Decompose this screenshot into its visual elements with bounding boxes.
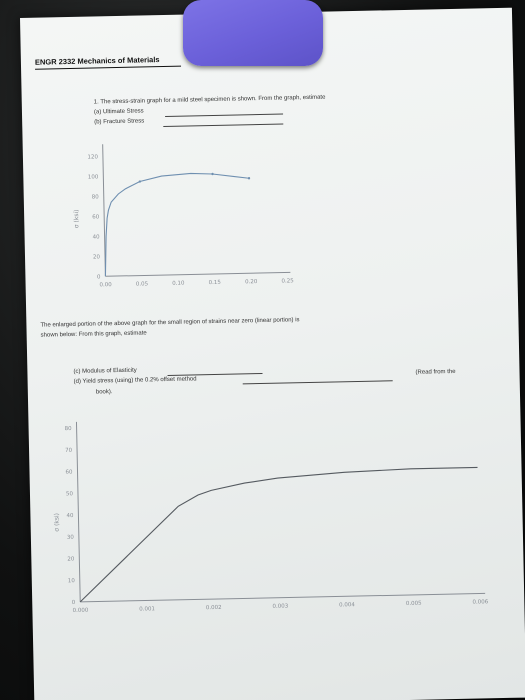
chart1-x-tick-label: 0.15 bbox=[209, 280, 222, 286]
question-a-label: (a) Ultimate Stress bbox=[93, 108, 144, 116]
course-header: ENGR 2332 Mechanics of Materials bbox=[34, 55, 160, 67]
chart2-series-line bbox=[79, 466, 478, 603]
chart1-y-tick-label: 60 bbox=[92, 214, 100, 220]
question-d-note-2: book). bbox=[95, 389, 113, 396]
worksheet-paper: ENGR 2332 Mechanics of Materials 1. The … bbox=[20, 7, 525, 700]
chart2-x-tick-label: 0.002 bbox=[206, 605, 222, 611]
stress-strain-chart-enlarged: 0 10 20 30 40 50 60 70 80 0.000 0.001 0.002 0.003 0.… bbox=[53, 421, 489, 614]
chart1-axes bbox=[102, 144, 291, 277]
question-c-answer-line bbox=[167, 372, 263, 376]
chart1-x-tick-label: 0.00 bbox=[99, 282, 112, 288]
chart2-y-tick-label: 10 bbox=[68, 578, 76, 584]
chart2-axes bbox=[75, 421, 486, 603]
enlarged-text-line-1: The enlarged portion of the above graph … bbox=[40, 317, 300, 329]
chart1-data-point bbox=[247, 177, 251, 180]
chart1-x-tick-label: 0.05 bbox=[136, 281, 149, 287]
question-b-label: (b) Fracture Stress bbox=[94, 118, 145, 126]
chart1-x-tick-label: 0.25 bbox=[281, 278, 294, 284]
chart1-y-tick-label: 120 bbox=[87, 154, 98, 160]
chart1-y-tick-label: 40 bbox=[93, 234, 101, 240]
question-d-answer-line bbox=[242, 380, 393, 385]
question-a-answer-line bbox=[165, 113, 284, 117]
question-b-answer-line bbox=[163, 123, 284, 128]
chart2-y-axis-label: σ (ksi) bbox=[53, 513, 60, 532]
chart1-data-point bbox=[211, 172, 214, 176]
chart2-x-tick-label: 0.001 bbox=[139, 606, 155, 612]
stress-strain-chart-full: 0 20 40 60 80 100 120 0.00 0.05 0.10 0.15 0.20 0.25… bbox=[73, 144, 294, 288]
chart1-y-tick-label: 80 bbox=[92, 194, 100, 200]
chart1-data-point bbox=[138, 180, 142, 183]
chart1-y-tick-label: 100 bbox=[88, 174, 99, 180]
chart2-y-tick-label: 40 bbox=[66, 513, 74, 519]
chart2-y-tick-label: 70 bbox=[65, 448, 73, 454]
chart1-y-axis-label: σ (ksi) bbox=[73, 209, 80, 228]
question-d-note: (Read from the bbox=[415, 368, 456, 376]
chart2-y-tick-label: 50 bbox=[66, 491, 74, 497]
chart1-x-tick-label: 0.10 bbox=[172, 281, 185, 287]
question-c-label: (c) Modulus of Elasticity bbox=[73, 367, 137, 375]
chart2-x-tick-label: 0.005 bbox=[406, 601, 422, 607]
chart1-y-tick-label: 20 bbox=[93, 254, 101, 260]
chart2-x-tick-label: 0.003 bbox=[272, 604, 288, 610]
chart2-x-tick-label: 0.004 bbox=[339, 602, 355, 608]
chart1-x-tick-label: 0.20 bbox=[245, 279, 258, 285]
chart2-y-tick-label: 20 bbox=[67, 556, 75, 562]
chart2-x-tick-label: 0.006 bbox=[472, 599, 488, 605]
chart2-y-tick-label: 30 bbox=[67, 535, 75, 541]
chart2-y-tick-label: 0 bbox=[72, 600, 76, 606]
purple-eraser-object bbox=[183, 0, 323, 66]
chart1-y-tick-label: 0 bbox=[97, 274, 101, 280]
chart1-series-line bbox=[104, 172, 250, 277]
chart2-y-tick-label: 80 bbox=[65, 426, 73, 432]
question-1-text: 1. The stress-strain graph for a mild st… bbox=[93, 94, 326, 106]
question-d-label: (d) Yield stress (using) the 0.2% offset… bbox=[73, 376, 197, 385]
chart2-y-tick-label: 60 bbox=[65, 469, 73, 475]
enlarged-text-line-2: shown below: From this graph, estimate bbox=[40, 330, 147, 339]
chart2-x-tick-label: 0.000 bbox=[72, 608, 88, 614]
